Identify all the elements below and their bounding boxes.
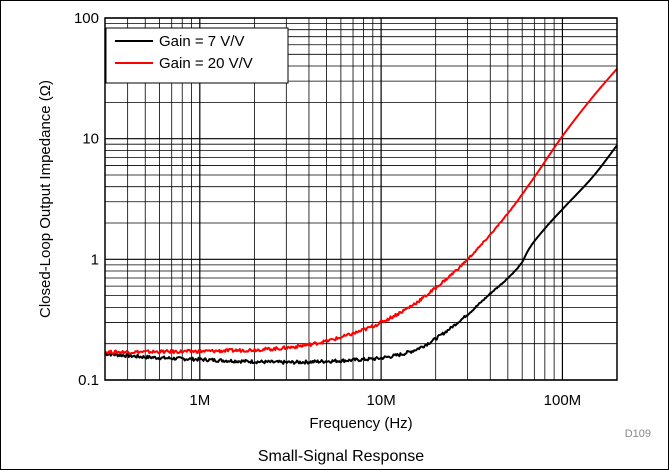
x-axis-label: Frequency (Hz) xyxy=(309,415,412,432)
x-tick-label: 1M xyxy=(189,392,210,409)
x-tick-label: 10M xyxy=(367,392,396,409)
plot-series xyxy=(104,68,618,365)
legend-label-gain-20: Gain = 20 V/V xyxy=(159,55,253,72)
y-axis-label: Closed-Loop Output Impedance (Ω) xyxy=(37,80,54,318)
series-line-gain-20 xyxy=(104,68,618,355)
y-tick-label: 100 xyxy=(74,10,99,27)
series-line-gain-7 xyxy=(104,144,618,365)
x-tick-label: 100M xyxy=(544,392,582,409)
legend-box xyxy=(105,27,289,84)
tick-labels: 1M 10M 100M 0.1 1 10 100 xyxy=(74,10,581,409)
legend-label-gain-7: Gain = 7 V/V xyxy=(159,33,244,50)
plot-area-border xyxy=(104,17,618,381)
y-tick-label: 1 xyxy=(91,251,99,268)
y-tick-label: 0.1 xyxy=(78,372,99,389)
chart-legend: Gain = 7 V/V Gain = 20 V/V xyxy=(105,27,289,84)
figure-caption: Small-Signal Response xyxy=(258,448,424,465)
figure-id: D109 xyxy=(625,428,651,440)
y-tick-label: 10 xyxy=(82,131,99,148)
